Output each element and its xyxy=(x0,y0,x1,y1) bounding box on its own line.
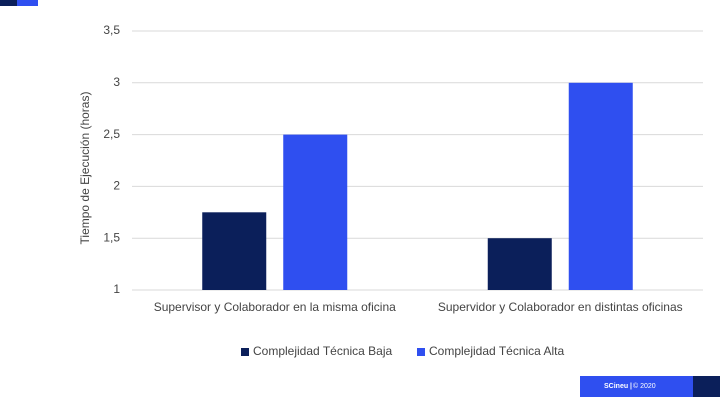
bar xyxy=(487,238,552,290)
y-axis-label: Tiempo de Ejecución (horas) xyxy=(78,92,92,245)
y-tick-label: 1 xyxy=(113,282,120,296)
x-tick-label: Supervisor y Colaborador en la misma ofi… xyxy=(154,300,396,314)
legend-swatch xyxy=(417,348,425,356)
legend-label: Complejidad Técnica Alta xyxy=(429,344,565,358)
legend-label: Complejidad Técnica Baja xyxy=(253,344,393,358)
footer-copyright: © 2020 xyxy=(633,382,656,390)
x-tick-label: Supervidor y Colaborador en distintas of… xyxy=(438,300,683,314)
bar xyxy=(202,212,267,290)
legend-swatch xyxy=(241,348,249,356)
footer-bar xyxy=(580,376,693,397)
y-tick-label: 3,5 xyxy=(103,23,120,37)
bar xyxy=(568,82,633,290)
decor xyxy=(17,0,38,6)
footer-brand: SCineu | xyxy=(604,383,632,390)
bar xyxy=(283,134,348,290)
y-tick-label: 3 xyxy=(113,75,120,89)
footer-block xyxy=(693,376,720,397)
y-tick-label: 2,5 xyxy=(103,127,120,141)
y-tick-label: 1,5 xyxy=(103,230,120,244)
decor xyxy=(0,0,17,6)
y-tick-label: 2 xyxy=(113,179,120,193)
